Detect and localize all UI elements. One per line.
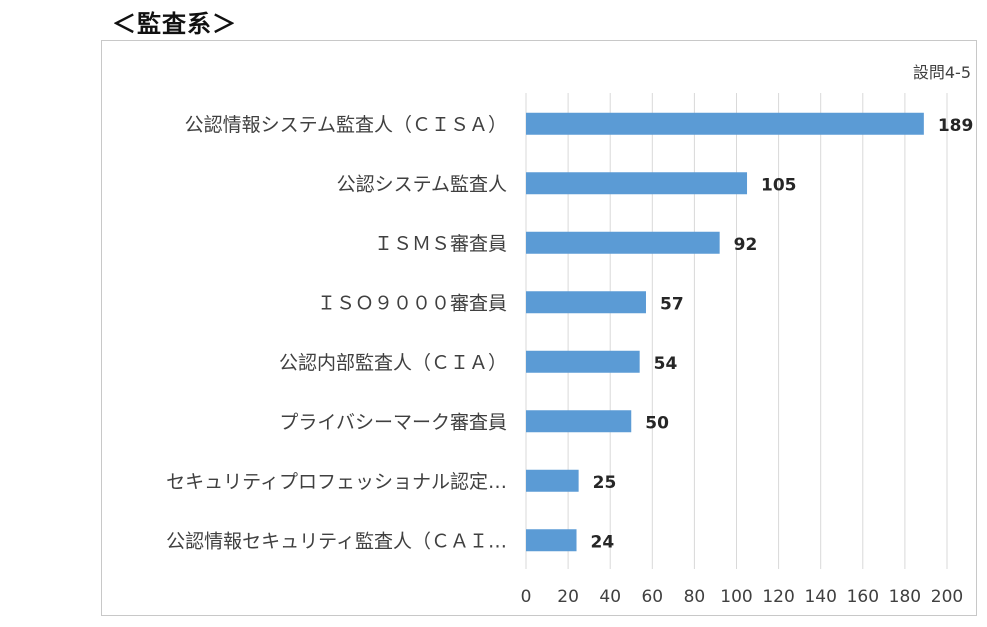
- x-tick-label: 140: [804, 587, 836, 607]
- data-label: 25: [593, 473, 617, 493]
- data-label: 105: [761, 175, 797, 195]
- x-tick-label: 40: [599, 587, 621, 607]
- bar: [526, 529, 577, 552]
- category-label: 公認情報セキュリティ監査人（ＣＡＩ…: [166, 530, 507, 552]
- bar: [526, 291, 646, 314]
- category-label: セキュリティプロフェッショナル認定…: [166, 471, 507, 493]
- bar: [526, 112, 924, 135]
- gridlines: [525, 93, 948, 569]
- category-label: ＩＳＯ９０００審査員: [317, 292, 507, 314]
- data-label: 50: [645, 413, 669, 433]
- data-labels: 189 105 92 57 54 50 25 24: [591, 116, 974, 553]
- x-tick-label: 0: [521, 587, 532, 607]
- x-tick-label: 100: [720, 587, 752, 607]
- x-tick-label: 60: [641, 587, 663, 607]
- chart-frame: 公認情報システム監査人（ＣＩＳＡ） 公認システム監査人 ＩＳＭＳ審査員 ＩＳＯ９０００…: [101, 40, 977, 616]
- category-labels: 公認情報システム監査人（ＣＩＳＡ） 公認システム監査人 ＩＳＭＳ審査員 ＩＳＯ９０００…: [166, 114, 507, 553]
- question-note: 設問4-5: [913, 63, 971, 82]
- category-label: 公認システム監査人: [337, 173, 507, 195]
- x-tick-label: 180: [889, 587, 921, 607]
- category-label: 公認情報システム監査人（ＣＩＳＡ）: [185, 114, 507, 136]
- category-label: プライバシーマーク審査員: [279, 411, 507, 433]
- x-tick-label: 200: [931, 587, 963, 607]
- x-tick-label: 80: [684, 587, 706, 607]
- data-label: 24: [591, 532, 615, 552]
- bar: [526, 350, 640, 373]
- page-heading: ＜監査系＞: [112, 10, 237, 38]
- bars: [526, 112, 924, 552]
- x-tick-label: 20: [557, 587, 579, 607]
- data-label: 92: [734, 235, 758, 255]
- category-label: 公認内部監査人（ＣＩＡ）: [279, 352, 507, 374]
- data-label: 54: [654, 354, 678, 374]
- x-tick-labels: 0 20 40 60 80 100 120 140 160 180 200: [521, 587, 964, 607]
- bar: [526, 172, 748, 195]
- category-label: ＩＳＭＳ審査員: [374, 233, 507, 255]
- x-tick-label: 120: [762, 587, 794, 607]
- bar: [526, 231, 720, 254]
- bar: [526, 410, 632, 433]
- data-label: 189: [938, 116, 974, 136]
- bar: [526, 469, 579, 492]
- x-tick-label: 160: [847, 587, 879, 607]
- data-label: 57: [660, 294, 684, 314]
- bar-chart: 公認情報システム監査人（ＣＩＳＡ） 公認システム監査人 ＩＳＭＳ審査員 ＩＳＯ９０００…: [166, 63, 974, 607]
